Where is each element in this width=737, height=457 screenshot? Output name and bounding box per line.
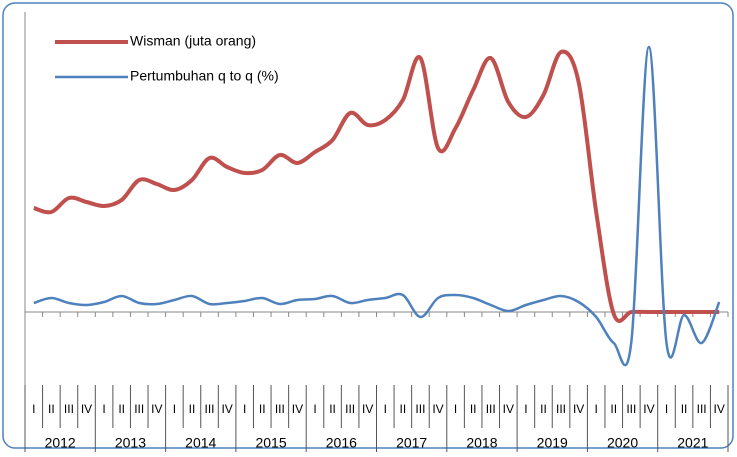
x-tick-label: II bbox=[189, 402, 196, 416]
chart-frame bbox=[2, 2, 734, 449]
x-tick-label: IV bbox=[151, 402, 162, 416]
x-tick-label: II bbox=[48, 402, 55, 416]
year-label: 2014 bbox=[185, 435, 216, 451]
x-tick-label: I bbox=[32, 402, 35, 416]
year-label: 2021 bbox=[677, 435, 708, 451]
x-tick-label: IV bbox=[643, 402, 654, 416]
x-tick-label: I bbox=[173, 402, 176, 416]
x-tick-label: IV bbox=[292, 402, 303, 416]
x-tick-label: II bbox=[540, 402, 547, 416]
x-tick-label: IV bbox=[81, 402, 92, 416]
x-tick-label: IV bbox=[503, 402, 514, 416]
year-label: 2019 bbox=[537, 435, 568, 451]
x-tick-label: II bbox=[329, 402, 336, 416]
x-tick-label: I bbox=[665, 402, 668, 416]
x-tick-label: IV bbox=[221, 402, 232, 416]
year-label: 2020 bbox=[607, 435, 638, 451]
x-tick-label: III bbox=[415, 402, 425, 416]
year-label: 2017 bbox=[396, 435, 427, 451]
year-label: 2012 bbox=[45, 435, 76, 451]
x-tick-label: II bbox=[400, 402, 407, 416]
x-tick-label: III bbox=[275, 402, 285, 416]
legend-label: Pertumbuhan q to q (%) bbox=[130, 68, 279, 84]
x-tick-label: IV bbox=[362, 402, 373, 416]
x-tick-label: I bbox=[313, 402, 316, 416]
x-tick-label: III bbox=[205, 402, 215, 416]
x-tick-label: I bbox=[524, 402, 527, 416]
x-tick-label: I bbox=[595, 402, 598, 416]
x-tick-label: III bbox=[345, 402, 355, 416]
x-tick-label: IV bbox=[714, 402, 725, 416]
x-tick-label: III bbox=[697, 402, 707, 416]
x-tick-label: I bbox=[102, 402, 105, 416]
legend-label: Wisman (juta orang) bbox=[130, 33, 256, 49]
x-tick-label: IV bbox=[573, 402, 584, 416]
x-tick-label: IV bbox=[432, 402, 443, 416]
x-tick-label: II bbox=[118, 402, 125, 416]
series-line bbox=[33, 45, 721, 367]
x-tick-label: I bbox=[384, 402, 387, 416]
year-label: 2016 bbox=[326, 435, 357, 451]
year-label: 2015 bbox=[255, 435, 286, 451]
year-label: 2018 bbox=[466, 435, 497, 451]
x-tick-label: II bbox=[259, 402, 266, 416]
x-tick-label: I bbox=[243, 402, 246, 416]
year-label: 2013 bbox=[115, 435, 146, 451]
x-tick-label: III bbox=[556, 402, 566, 416]
x-tick-label: III bbox=[134, 402, 144, 416]
x-tick-label: III bbox=[626, 402, 636, 416]
x-tick-label: II bbox=[470, 402, 477, 416]
series-line bbox=[33, 49, 720, 323]
x-tick-label: II bbox=[681, 402, 688, 416]
x-tick-label: II bbox=[610, 402, 617, 416]
x-tick-label: I bbox=[454, 402, 457, 416]
x-tick-label: III bbox=[486, 402, 496, 416]
x-tick-label: III bbox=[64, 402, 74, 416]
